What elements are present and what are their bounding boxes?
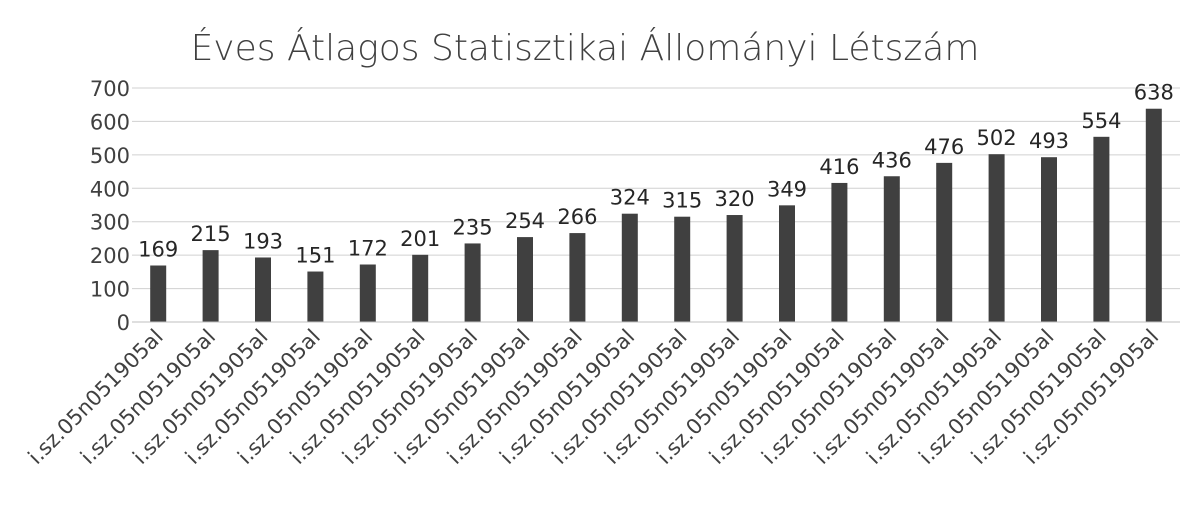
bar xyxy=(255,257,271,322)
bar xyxy=(674,216,691,322)
data-label: 476 xyxy=(924,135,964,159)
data-label: 151 xyxy=(295,244,335,268)
y-tick-label: 0 xyxy=(117,311,130,335)
bar xyxy=(517,237,533,322)
data-label: 315 xyxy=(662,189,702,213)
data-label: 324 xyxy=(610,186,650,210)
bar xyxy=(464,243,481,322)
bar xyxy=(726,215,743,322)
bar xyxy=(202,250,219,322)
y-tick-label: 600 xyxy=(90,110,130,134)
bar xyxy=(307,271,324,322)
data-label: 254 xyxy=(505,209,545,233)
bar xyxy=(150,265,167,322)
bar xyxy=(1093,136,1110,322)
data-label: 416 xyxy=(819,155,859,179)
bars xyxy=(150,108,1162,323)
data-label: 169 xyxy=(138,238,178,262)
bar xyxy=(988,154,1005,322)
data-label: 266 xyxy=(557,205,597,229)
data-label: 201 xyxy=(400,227,440,251)
data-label: 215 xyxy=(191,222,231,246)
bar xyxy=(831,182,848,322)
bar xyxy=(412,254,429,322)
data-label: 172 xyxy=(348,237,388,261)
gridlines xyxy=(132,87,1180,290)
bar xyxy=(936,162,953,322)
bar xyxy=(779,205,795,322)
data-label: 493 xyxy=(1029,129,1069,153)
bar xyxy=(1145,108,1162,323)
x-axis-ticks: i.sz.05n051905ali.sz.05n051905ali.sz.05n… xyxy=(23,325,1163,469)
y-tick-label: 100 xyxy=(90,278,130,302)
bar xyxy=(1041,157,1057,322)
y-tick-label: 200 xyxy=(90,244,130,268)
y-tick-label: 500 xyxy=(90,144,130,168)
data-label: 320 xyxy=(715,187,755,211)
chart-title: Éves Átlagos Statisztikai Állományi Léts… xyxy=(191,27,980,69)
data-label: 554 xyxy=(1081,109,1121,133)
y-axis-ticks: 0 100 200 300 400 500 600 700 xyxy=(90,77,130,335)
bar xyxy=(883,176,900,322)
data-labels: 169 215 193 151 172 201 235 254 266 324 315 320 349 4… xyxy=(138,81,1174,268)
data-label: 436 xyxy=(872,148,912,172)
bar xyxy=(359,264,376,322)
y-tick-label: 700 xyxy=(90,77,130,101)
bar xyxy=(569,233,586,322)
y-tick-label: 400 xyxy=(90,177,130,201)
data-label: 638 xyxy=(1134,81,1174,105)
y-tick-label: 300 xyxy=(90,211,130,235)
data-label: 349 xyxy=(767,177,807,201)
bar xyxy=(621,213,638,322)
data-label: 235 xyxy=(453,215,493,239)
data-label: 502 xyxy=(977,126,1017,150)
data-label: 193 xyxy=(243,229,283,253)
